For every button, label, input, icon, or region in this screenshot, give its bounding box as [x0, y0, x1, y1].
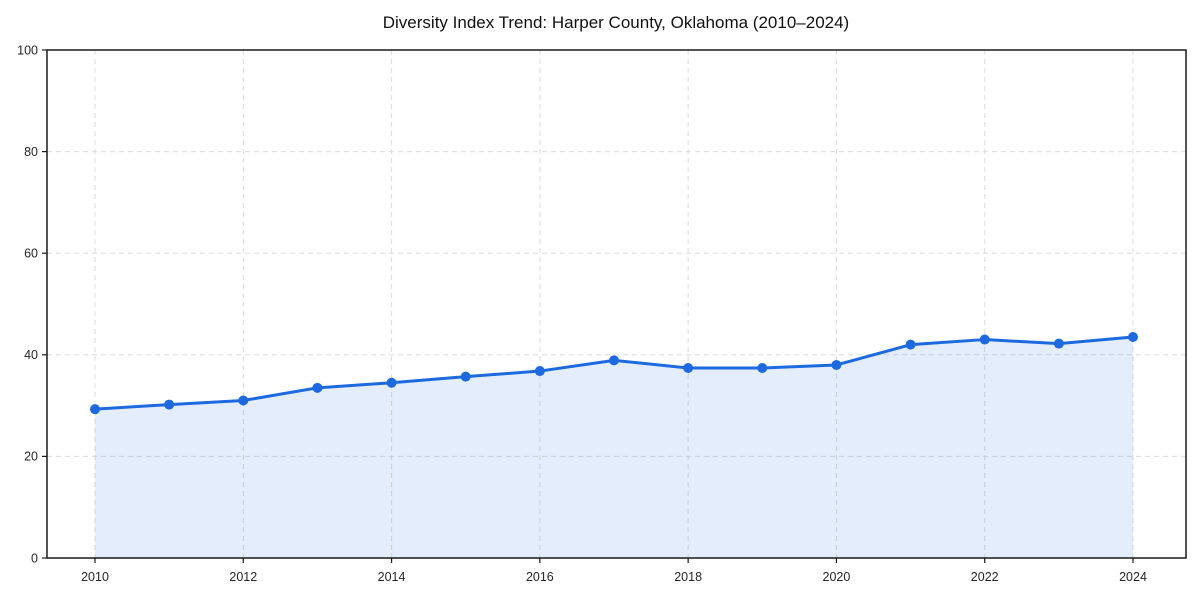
y-tick-label: 100	[17, 43, 38, 57]
y-tick-label: 60	[24, 247, 38, 261]
data-point	[1053, 338, 1064, 349]
y-tick-label: 0	[31, 551, 38, 565]
x-tick-label: 2010	[81, 570, 109, 584]
x-tick-label: 2024	[1119, 570, 1147, 584]
data-point	[386, 377, 397, 388]
data-point	[831, 359, 842, 370]
data-point	[90, 404, 100, 415]
plot-border	[46, 49, 1187, 559]
x-tick-label: 2016	[526, 570, 554, 584]
data-point	[460, 371, 471, 382]
x-tick-label: 2022	[971, 570, 999, 584]
data-point	[905, 339, 916, 350]
x-tick-label: 2014	[378, 570, 406, 584]
data-point	[238, 395, 249, 406]
plot-area: 2010 2012 2014 2016 2018 2020 2022 2024 0 20 40 60 8…	[17, 43, 1187, 584]
data-point	[534, 366, 545, 377]
x-tick-label: 2018	[674, 570, 702, 584]
chart-title: Diversity Index Trend: Harper County, Ok…	[383, 13, 849, 32]
data-point	[683, 363, 694, 374]
x-tick-label: 2020	[823, 570, 851, 584]
y-tick-label: 40	[24, 348, 38, 362]
y-tick-label: 80	[24, 145, 38, 159]
x-tick-label: 2012	[229, 570, 257, 584]
data-point	[609, 355, 619, 366]
data-point	[979, 334, 990, 345]
y-tick-label: 20	[24, 450, 38, 464]
data-point	[164, 399, 175, 410]
data-point	[757, 363, 768, 374]
data-point	[1128, 332, 1138, 343]
data-point	[312, 382, 323, 393]
area-fill	[95, 337, 1133, 558]
